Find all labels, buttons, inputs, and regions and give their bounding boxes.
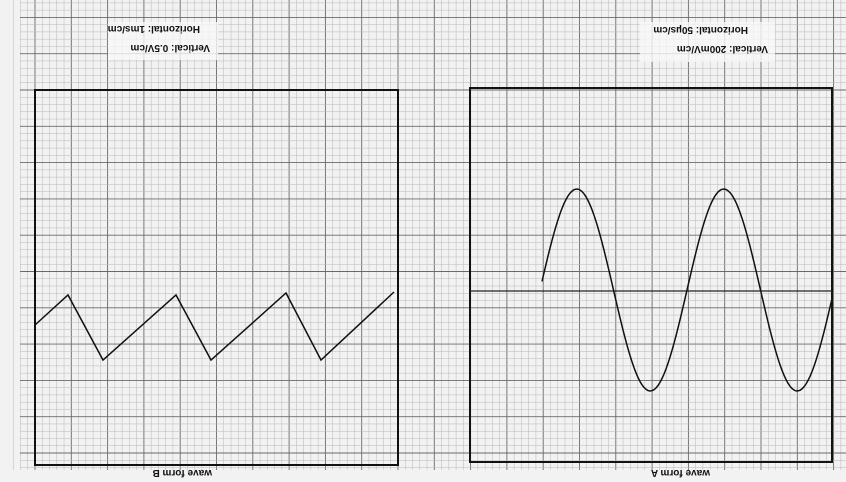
grid-lines xyxy=(12,0,846,470)
waveform-a-caption: wave form A xyxy=(651,467,711,478)
waveform-a-trace xyxy=(541,188,833,392)
waveform-b-vertical-setting: Vertical: 0.5V/cm xyxy=(130,42,210,53)
waveform-b-trace xyxy=(34,291,395,362)
screen-frame-a xyxy=(469,87,833,463)
waveform-b-caption: wave form B xyxy=(153,467,213,478)
waveform-a-vertical-setting: Vertical: 200mV/cm xyxy=(677,43,768,54)
screen-frame-b xyxy=(34,89,399,466)
waveform-a-horizontal-setting: Horizontal: 50µs/cm xyxy=(653,24,748,35)
waveform-b-horizontal-setting: Horizontal: 1ms/cm xyxy=(108,23,200,34)
